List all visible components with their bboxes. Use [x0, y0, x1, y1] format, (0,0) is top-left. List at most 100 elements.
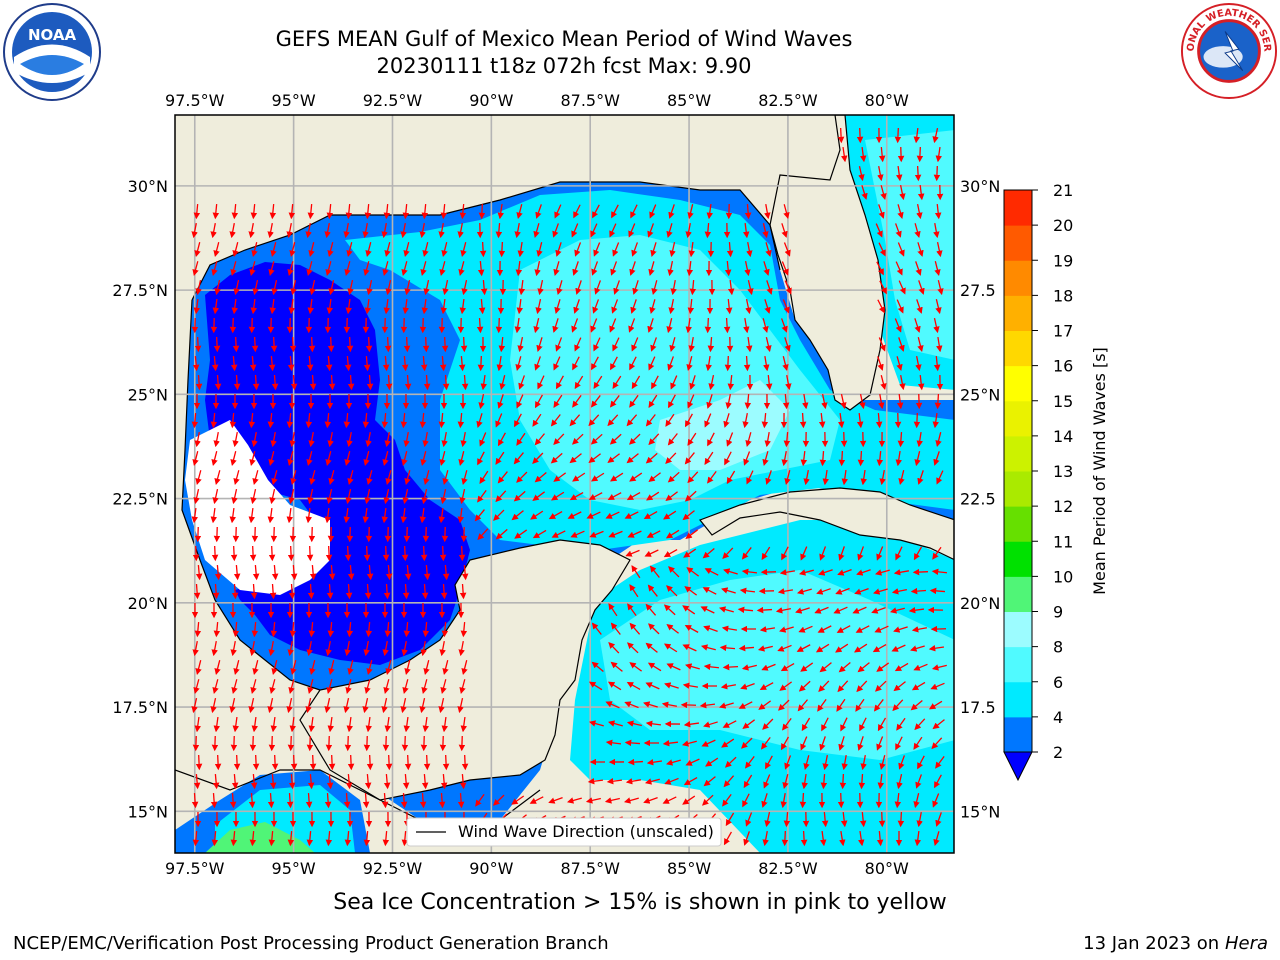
wind-arrow [928, 645, 945, 652]
wind-arrow [366, 754, 374, 771]
wind-arrow [665, 491, 678, 502]
wind-arrow [460, 336, 468, 353]
colorbar-segment [1004, 225, 1032, 261]
wind-arrow [899, 185, 906, 201]
wind-arrow [624, 701, 639, 709]
wind-arrow [252, 280, 259, 296]
wind-arrow [879, 469, 886, 486]
wind-arrow [344, 640, 351, 657]
wind-arrow [286, 698, 293, 714]
wind-arrow [366, 280, 373, 296]
wind-arrow [629, 261, 636, 276]
wind-arrow [686, 260, 694, 277]
wind-arrow [344, 830, 352, 847]
wind-arrow [381, 223, 388, 239]
wind-arrow [363, 545, 371, 562]
wind-arrow [722, 793, 732, 807]
wind-arrow [421, 203, 429, 220]
wind-arrow [913, 127, 921, 144]
colorbar-tick-label: 15 [1053, 392, 1073, 411]
wind-arrow [650, 337, 657, 352]
wind-arrow [816, 588, 831, 595]
wind-arrow [592, 204, 600, 219]
wind-arrow [910, 587, 927, 595]
lon-label-top: 82.5°W [758, 91, 818, 110]
wind-arrow [251, 716, 258, 733]
wind-arrow [497, 432, 506, 447]
wind-arrow [514, 222, 521, 239]
lon-label-top: 85°W [667, 91, 711, 110]
wind-arrow [835, 587, 850, 595]
wind-arrow [683, 776, 698, 786]
wind-arrow [571, 318, 579, 333]
wind-arrow [932, 546, 942, 560]
wind-arrow [783, 242, 791, 257]
wind-arrow [876, 261, 884, 276]
wind-arrow [611, 299, 619, 314]
wind-arrow [325, 355, 333, 372]
wind-arrow [457, 792, 465, 809]
wind-arrow [707, 432, 715, 447]
wind-arrow [212, 203, 220, 220]
wind-arrow [898, 280, 906, 295]
wind-arrow [569, 453, 582, 464]
wind-arrow [362, 792, 370, 809]
wind-arrow [289, 242, 296, 258]
wind-arrow [344, 735, 352, 752]
wind-arrow [459, 679, 466, 695]
wind-arrow [423, 280, 430, 296]
wind-arrow [630, 299, 637, 314]
wind-arrow [516, 394, 524, 409]
wind-arrow [479, 470, 489, 484]
wind-arrow [534, 261, 541, 277]
wind-arrow [651, 280, 658, 296]
wind-arrow [629, 394, 639, 408]
wind-arrow [610, 472, 624, 482]
wind-arrow [663, 604, 676, 616]
wind-arrow [875, 223, 883, 238]
wind-arrow [515, 356, 522, 372]
wind-arrow [889, 607, 905, 614]
wind-arrow [895, 223, 902, 238]
wind-arrow [287, 735, 295, 752]
wind-arrow [270, 432, 277, 448]
wind-arrow [624, 511, 639, 519]
wind-arrow [798, 569, 814, 576]
wind-arrow [344, 451, 351, 467]
wind-arrow [819, 736, 826, 751]
wind-arrow [566, 797, 582, 804]
wind-arrow [873, 588, 888, 595]
wind-arrow [251, 336, 259, 353]
wind-arrow [837, 792, 845, 809]
wind-arrow [916, 146, 924, 163]
wind-arrow [403, 621, 411, 638]
wind-arrow [915, 356, 922, 372]
wind-arrow [495, 317, 503, 334]
wind-arrow [249, 830, 257, 847]
wind-arrow [648, 394, 658, 408]
wind-arrow [727, 374, 735, 391]
wind-arrow [631, 337, 639, 352]
colorbar-tick-label: 13 [1053, 462, 1073, 481]
lat-label-right: 25°N [960, 385, 1000, 404]
wind-arrow [918, 280, 925, 295]
wind-arrow [231, 583, 239, 600]
wind-arrow [307, 773, 315, 790]
wind-arrow [363, 355, 371, 372]
wind-arrow [344, 261, 351, 277]
wind-arrow [590, 318, 598, 333]
wind-arrow [784, 337, 791, 352]
wind-arrow [213, 336, 221, 353]
wind-arrow [799, 412, 807, 429]
wind-arrow [383, 298, 390, 315]
wind-arrow [781, 450, 788, 467]
wind-arrow [383, 583, 391, 600]
wind-arrow [290, 280, 297, 296]
wind-arrow [403, 716, 410, 733]
wind-arrow [933, 222, 940, 239]
wind-arrow [480, 374, 487, 391]
wind-arrow [461, 754, 469, 771]
wind-arrow [271, 280, 278, 296]
wind-arrow [936, 470, 944, 485]
wind-arrow [364, 679, 371, 695]
